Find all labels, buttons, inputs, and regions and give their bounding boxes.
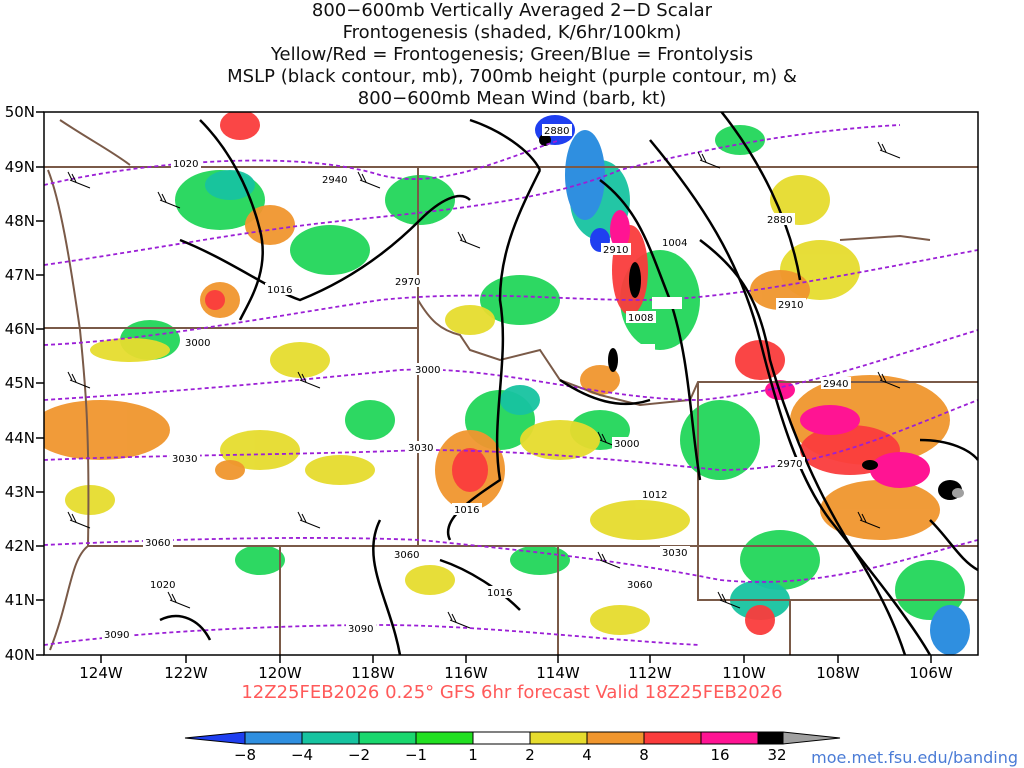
colorbar-label: 16 (710, 746, 729, 764)
height-label: 3060 (145, 538, 170, 549)
title-line-1: 800−600mb Vertically Averaged 2−D Scalar (311, 0, 713, 21)
lat-label: 41N (5, 591, 35, 609)
lat-label: 40N (5, 646, 35, 664)
colorbar-seg (184, 731, 246, 745)
height-label: 2940 (322, 175, 347, 186)
colorbar-label: 2 (525, 746, 535, 764)
colorbar-seg (782, 731, 841, 745)
height-label: 2880 (767, 215, 792, 226)
colorbar-label: −2 (348, 746, 370, 764)
mslp-label: 1004 (662, 238, 687, 249)
lon-label: 106W (909, 664, 953, 682)
wind-barbs (67, 141, 901, 629)
height-label: 3000 (614, 439, 639, 450)
colorbar-seg (472, 731, 531, 745)
lon-label: 112W (628, 664, 672, 682)
height-label: 3090 (104, 630, 129, 641)
mslp-label: 1016 (487, 588, 512, 599)
title-line-3: Yellow/Red = Frontogenesis; Green/Blue =… (270, 44, 754, 65)
height-label: 3030 (662, 548, 687, 559)
forecast-valid-time: 12Z25FEB2026 0.25° GFS 6hr forecast Vali… (241, 682, 783, 703)
mslp-label: 1016 (454, 505, 479, 516)
lat-label: 49N (5, 158, 35, 176)
colorbar-label: −8 (234, 746, 256, 764)
lat-label: 44N (5, 429, 35, 447)
colorbar-seg (358, 731, 417, 745)
colorbar-seg (586, 731, 645, 745)
lat-label: 46N (5, 320, 35, 338)
colorbar-seg (700, 731, 759, 745)
title-line-5: 800−600mb Mean Wind (barb, kt) (357, 88, 667, 109)
height-label: 3000 (185, 338, 210, 349)
lon-label: 108W (816, 664, 860, 682)
colorbar-label: −1 (405, 746, 427, 764)
map-title: 800−600mb Vertically Averaged 2−D Scalar… (0, 0, 1024, 110)
title-line-2: Frontogenesis (shaded, K/6hr/100km) (342, 22, 682, 43)
colorbar-labels: −8 −4 −2 −1 1 2 4 8 16 32 (234, 746, 787, 764)
height-label: 3060 (394, 550, 419, 561)
height-label: 3030 (172, 454, 197, 465)
height-label: 3030 (408, 443, 433, 454)
mslp-label: 1016 (267, 285, 292, 296)
height-label: 2970 (395, 277, 420, 288)
lon-label: 122W (164, 664, 208, 682)
lat-label: 50N (5, 103, 35, 121)
latitude-axis: 50N 49N 48N 47N 46N 45N 44N 43N 42N 41N … (5, 103, 44, 664)
mslp-label: 1020 (150, 580, 175, 591)
lon-label: 124W (79, 664, 123, 682)
colorbar-label: 8 (639, 746, 649, 764)
colorbar-seg (529, 731, 588, 745)
lon-label: 110W (722, 664, 766, 682)
height-label: 3000 (415, 365, 440, 376)
colorbar-label: 4 (582, 746, 592, 764)
political-borders (44, 119, 978, 655)
height-label: 2940 (823, 379, 848, 390)
title-line-4: MSLP (black contour, mb), 700mb height (… (227, 66, 797, 87)
contour-labels: 2880 2940 2880 2910 2970 2910 3000 3000 … (102, 124, 851, 641)
height-label: 2910 (778, 300, 803, 311)
colorbar-seg (415, 731, 474, 745)
mslp-label: 1012 (642, 490, 667, 501)
lon-label: 118W (351, 664, 395, 682)
colorbar-label: 32 (767, 746, 786, 764)
mslp-label: 1008 (628, 313, 653, 324)
lat-label: 45N (5, 374, 35, 392)
longitude-axis: 124W 122W 120W 118W 116W 114W 112W 110W … (79, 655, 953, 682)
height-label: 2910 (603, 245, 628, 256)
lat-label: 43N (5, 483, 35, 501)
colorbar-seg (643, 731, 702, 745)
height-label: 2880 (544, 126, 569, 137)
height-contours (44, 124, 978, 646)
source-credit: moe.met.fsu.edu/banding (811, 748, 1018, 767)
mslp-label: 1020 (173, 159, 198, 170)
colorbar-seg (244, 731, 303, 745)
height-label: 3060 (627, 580, 652, 591)
lat-label: 47N (5, 266, 35, 284)
mslp-contours (159, 112, 978, 655)
height-label: 3090 (348, 624, 373, 635)
height-label: 2970 (777, 459, 802, 470)
colorbar (184, 731, 841, 745)
lon-label: 120W (258, 664, 302, 682)
lat-label: 48N (5, 212, 35, 230)
colorbar-seg (301, 731, 360, 745)
colorbar-label: 1 (468, 746, 478, 764)
colorbar-label: −4 (291, 746, 313, 764)
lon-label: 116W (444, 664, 488, 682)
colorbar-seg (757, 731, 784, 745)
lon-label: 114W (536, 664, 580, 682)
lat-label: 42N (5, 537, 35, 555)
